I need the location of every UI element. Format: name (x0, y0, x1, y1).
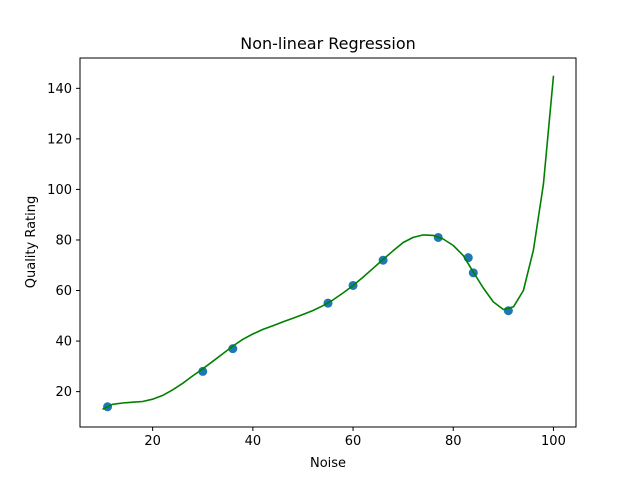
data-point (228, 344, 238, 354)
y-axis-label: Quality Rating (24, 196, 39, 289)
y-tick-label: 100 (47, 183, 72, 198)
y-axis-ticks: 20 40 60 80 100 120 140 (47, 82, 80, 400)
x-tick-label: 80 (445, 434, 462, 449)
y-tick-label: 40 (55, 335, 72, 350)
x-axis-label: Noise (310, 456, 346, 471)
x-tick-label: 20 (144, 434, 161, 449)
x-tick-label: 100 (541, 434, 566, 449)
plot-area (102, 75, 555, 412)
y-tick-label: 140 (47, 82, 72, 97)
chart-title: Non-linear Regression (240, 34, 416, 53)
y-tick-label: 60 (55, 284, 72, 299)
data-point (198, 366, 208, 376)
x-tick-label: 40 (245, 434, 262, 449)
x-tick-label: 60 (345, 434, 362, 449)
axes-frame (79, 57, 577, 428)
y-tick-label: 120 (47, 132, 72, 147)
x-axis-ticks: 20 40 60 80 100 (144, 427, 566, 449)
y-tick-label: 80 (55, 233, 72, 248)
y-tick-label: 20 (55, 385, 72, 400)
regression-fit-line (102, 75, 555, 411)
